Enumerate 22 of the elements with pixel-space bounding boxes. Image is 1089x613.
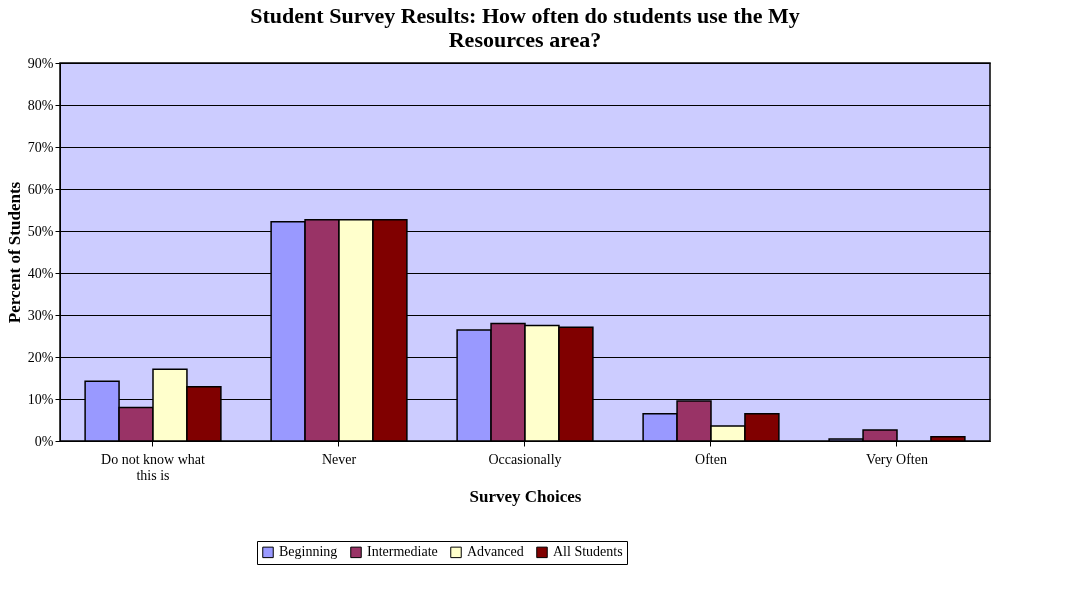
y-tick-label: 90% — [27, 55, 54, 71]
x-tick-label: Very Often — [866, 451, 928, 467]
chart-title: Student Survey Results: How often do students use the My Resources area? — [250, 3, 800, 52]
y-tick-label: 60% — [27, 181, 54, 197]
y-tick-label: 0% — [34, 433, 54, 449]
legend-label: Beginning — [279, 544, 338, 560]
x-tick-label: Often — [695, 451, 727, 467]
legend-label: Advanced — [467, 544, 524, 560]
y-tick-label: 40% — [27, 265, 54, 281]
y-tick-label: 20% — [27, 349, 54, 365]
y-axis-title: Percent of Students — [4, 181, 24, 324]
x-tick-label: Never — [321, 451, 357, 467]
y-tick-label: 80% — [27, 97, 54, 113]
y-tick-label: 10% — [27, 391, 54, 407]
y-tick-label: 30% — [27, 307, 54, 323]
y-tick-label: 50% — [27, 223, 54, 239]
x-tick-label: Do not know what this is — [101, 451, 206, 483]
legend-label: Intermediate — [367, 544, 438, 560]
y-tick-label: 70% — [27, 139, 54, 155]
x-axis-title: Survey Choices — [469, 486, 582, 506]
x-tick-label: Occasionally — [488, 451, 562, 467]
legend-label: All Students — [553, 544, 623, 560]
